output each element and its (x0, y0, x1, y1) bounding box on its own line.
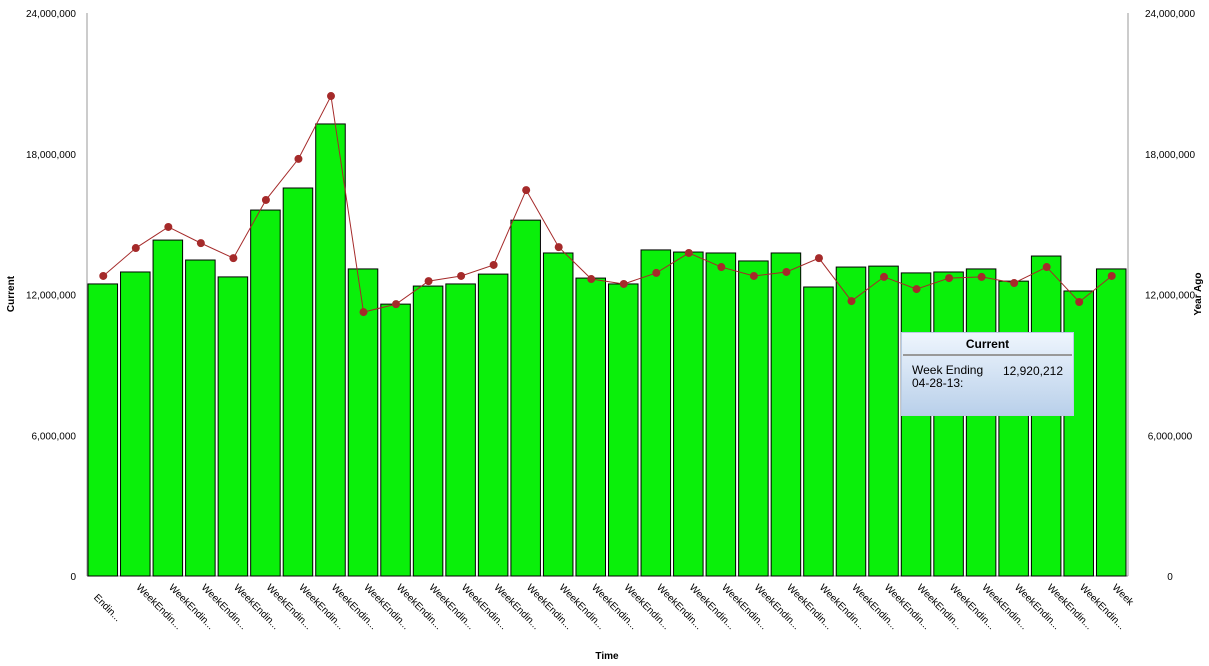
year-ago-point (554, 243, 563, 252)
year-ago-point (749, 271, 758, 280)
right-axis-title: Year Ago (1193, 273, 1204, 316)
x-axis-title: Time (595, 651, 619, 662)
bar (575, 277, 606, 577)
year-ago-point (424, 277, 433, 286)
year-ago-point (229, 254, 238, 263)
year-ago-point (1010, 279, 1019, 288)
year-ago-point (522, 186, 531, 195)
bar (868, 265, 899, 577)
bar (185, 259, 216, 577)
bar (315, 123, 346, 577)
year-ago-point (814, 254, 823, 263)
year-ago-point (880, 272, 889, 281)
bar (933, 271, 964, 577)
year-ago-point (717, 263, 726, 272)
bar (705, 252, 737, 577)
year-ago-point (164, 222, 173, 231)
bar (673, 251, 704, 577)
year-ago-point (489, 260, 498, 269)
year-ago-point (945, 274, 954, 283)
right-tick-label: 12,000,000 (1145, 291, 1195, 302)
year-ago-point (587, 275, 596, 284)
bar (1030, 255, 1062, 577)
tooltip-title: Current (903, 333, 1072, 356)
year-ago-point (261, 195, 270, 204)
bar (900, 272, 932, 577)
year-ago-point (1107, 271, 1116, 280)
right-tick-label: 18,000,000 (1145, 150, 1195, 161)
year-ago-point (294, 154, 303, 163)
bar (380, 303, 411, 577)
year-ago-point (392, 300, 401, 309)
year-ago-point (1075, 298, 1084, 307)
year-ago-point (912, 285, 921, 294)
year-ago-point (1042, 263, 1051, 272)
tooltip-label: Week Ending 04-28-13: (912, 363, 984, 390)
right-tick-label: 24,000,000 (1145, 9, 1195, 20)
year-ago-point (977, 272, 986, 281)
bar (835, 266, 867, 577)
bar (998, 280, 1029, 577)
bar (608, 283, 639, 577)
bar (1095, 268, 1127, 577)
bar (770, 252, 802, 577)
bar (640, 249, 672, 577)
right-tick-label: 0 (1167, 572, 1173, 583)
left-tick-label: 24,000,000 (26, 9, 76, 20)
bar (738, 260, 769, 577)
left-axis-title: Current (6, 275, 17, 312)
year-ago-point (457, 271, 466, 280)
year-ago-point (196, 239, 205, 248)
year-ago-point (782, 267, 791, 276)
bar (347, 268, 379, 577)
year-ago-point (99, 271, 108, 280)
year-ago-point (847, 297, 856, 306)
bar (803, 286, 834, 577)
bar (445, 283, 476, 577)
year-ago-point (131, 244, 140, 253)
year-ago-point (652, 268, 661, 277)
x-tick-label: Endin... (91, 592, 123, 624)
tooltip-value: 12,920,212 (1002, 364, 1063, 378)
left-tick-label: 18,000,000 (26, 150, 76, 161)
left-tick-label: 12,000,000 (26, 291, 76, 302)
bar (120, 271, 151, 577)
year-ago-point (326, 92, 335, 101)
bar (542, 252, 574, 577)
left-tick-label: 0 (70, 572, 76, 583)
bar (282, 187, 314, 577)
bar (152, 239, 184, 577)
year-ago-point (619, 279, 628, 288)
year-ago-line (102, 94, 1113, 313)
right-tick-label: 6,000,000 (1148, 431, 1193, 442)
bar (217, 276, 249, 577)
year-ago-point (359, 308, 368, 317)
bar (965, 268, 997, 577)
bar (250, 209, 281, 577)
x-tick-label: Week (1110, 582, 1136, 608)
bar (87, 283, 119, 577)
bar (510, 219, 541, 577)
bar (412, 285, 444, 577)
tooltip: Current Week Ending 04-28-13: 12,920,212 (901, 332, 1074, 416)
bar (477, 273, 509, 577)
year-ago-point (684, 248, 693, 257)
left-tick-label: 6,000,000 (32, 431, 77, 442)
